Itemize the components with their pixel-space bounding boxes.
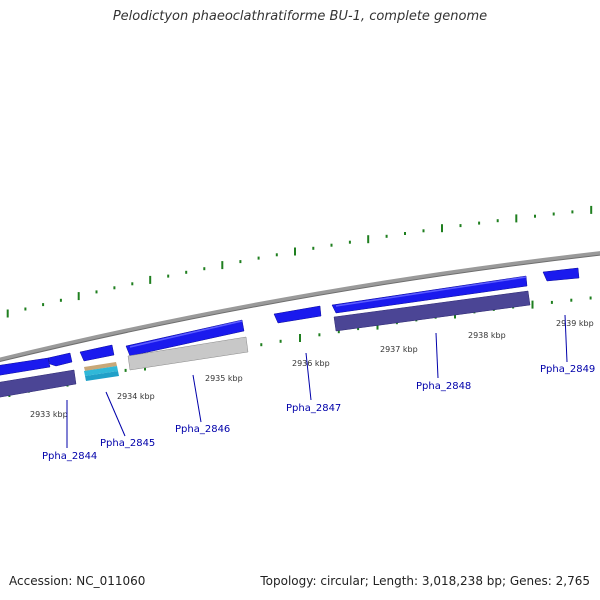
genome-summary: Topology: circular; Length: 3,018,238 bp… bbox=[260, 574, 590, 588]
kbp-label: 2937 kbp bbox=[380, 345, 418, 354]
gene-arrow[interactable] bbox=[79, 344, 115, 362]
gene-arrow[interactable] bbox=[0, 357, 51, 376]
kbp-label: 2936 kbp bbox=[292, 359, 330, 368]
genome-backbone-shadow bbox=[0, 254, 600, 363]
reverse-strand-genes bbox=[0, 290, 531, 398]
gene-highlight bbox=[335, 276, 527, 307]
gene-bar[interactable] bbox=[0, 369, 77, 398]
gene-label[interactable]: Ppha_2844 bbox=[42, 451, 97, 462]
leader-line bbox=[105, 391, 126, 437]
accession-text: Accession: NC_011060 bbox=[9, 574, 146, 588]
kbp-label: 2933 kbp bbox=[30, 410, 68, 419]
gene-arrow[interactable] bbox=[47, 352, 73, 367]
gene-label[interactable]: Ppha_2845 bbox=[100, 438, 155, 449]
map-title: Pelodictyon phaeoclathratiforme BU-1, co… bbox=[112, 9, 488, 24]
gene-highlight bbox=[129, 320, 243, 348]
gene-label[interactable]: Ppha_2847 bbox=[286, 403, 341, 414]
gene-label[interactable]: Ppha_2848 bbox=[416, 381, 471, 392]
gene-label[interactable]: Ppha_2849 bbox=[540, 364, 595, 375]
gene-label[interactable]: Ppha_2846 bbox=[175, 424, 230, 435]
gene-arrow[interactable] bbox=[542, 267, 580, 282]
gene-arrow[interactable] bbox=[125, 319, 245, 357]
upper-tick-ring bbox=[6, 205, 593, 318]
leader-line bbox=[305, 352, 312, 401]
kbp-label: 2938 kbp bbox=[468, 331, 506, 340]
kbp-tick-labels: 2933 kbp 2934 kbp 2935 kbp 2936 kbp 2937 kbp… bbox=[30, 319, 594, 419]
gene-arrow[interactable] bbox=[273, 305, 322, 324]
gene-bar[interactable] bbox=[333, 290, 531, 332]
pseudogene-bar[interactable] bbox=[127, 336, 249, 371]
kbp-label: 2934 kbp bbox=[117, 392, 155, 401]
leader-line bbox=[192, 374, 202, 423]
forward-strand-genes bbox=[0, 267, 580, 376]
lower-tick-ring bbox=[8, 296, 592, 397]
gene-arrow[interactable] bbox=[331, 275, 528, 314]
leader-line bbox=[435, 332, 439, 379]
kbp-label: 2935 kbp bbox=[205, 374, 243, 383]
leader-line bbox=[564, 314, 568, 363]
kbp-label: 2939 kbp bbox=[556, 319, 594, 328]
rna-gene[interactable] bbox=[84, 362, 119, 381]
genome-backbone bbox=[0, 251, 600, 362]
